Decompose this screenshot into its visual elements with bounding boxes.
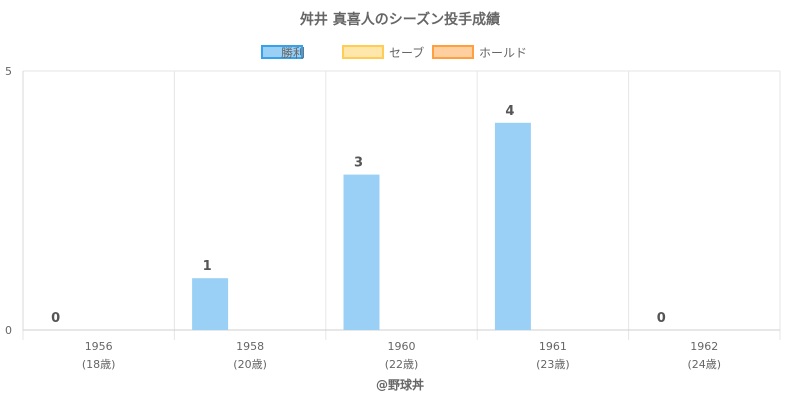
bar bbox=[192, 278, 229, 330]
data-label: 4 bbox=[505, 104, 514, 119]
legend-label: ホールド bbox=[479, 46, 527, 60]
x-tick-label: 1960 bbox=[388, 340, 416, 353]
x-tick-label: 1958 bbox=[236, 340, 264, 353]
y-tick-label: 5 bbox=[5, 65, 12, 78]
x-tick-label: 1962 bbox=[690, 340, 718, 353]
x-tick-label: 1956 bbox=[85, 340, 113, 353]
x-tick-sublabel: (23歳) bbox=[536, 358, 570, 371]
legend-swatch bbox=[342, 45, 384, 59]
legend: 勝利 セーブ ホールド bbox=[261, 45, 527, 60]
footer-credit: @野球丼 bbox=[376, 377, 424, 392]
legend-label: 勝利 bbox=[281, 45, 305, 60]
x-tick-sublabel: (24歳) bbox=[688, 358, 722, 371]
legend-swatch bbox=[261, 45, 303, 59]
x-axis: 1956 (18歳) 1958 (20歳) 1960 (22歳) 1961 (23歳) 1962… bbox=[23, 329, 780, 371]
bar bbox=[343, 174, 380, 330]
x-tick-sublabel: (20歳) bbox=[233, 358, 267, 371]
y-axis: 05 bbox=[5, 65, 24, 337]
data-label: 3 bbox=[354, 156, 363, 171]
grid bbox=[22, 70, 781, 340]
x-tick-sublabel: (18歳) bbox=[82, 358, 116, 371]
bars bbox=[192, 122, 531, 330]
legend-swatch bbox=[432, 45, 474, 59]
legend-label: セーブ bbox=[389, 45, 424, 60]
y-tick-label: 0 bbox=[5, 324, 12, 337]
x-tick-sublabel: (22歳) bbox=[385, 358, 419, 371]
x-tick-label: 1961 bbox=[539, 340, 567, 353]
data-label: 0 bbox=[657, 311, 666, 326]
data-labels: 0 1 3 4 0 bbox=[51, 104, 666, 326]
data-label: 1 bbox=[203, 259, 212, 274]
bar bbox=[494, 122, 531, 330]
chart-title: 舛井 真喜人のシーズン投手成績 bbox=[300, 11, 500, 28]
data-label: 0 bbox=[51, 311, 60, 326]
